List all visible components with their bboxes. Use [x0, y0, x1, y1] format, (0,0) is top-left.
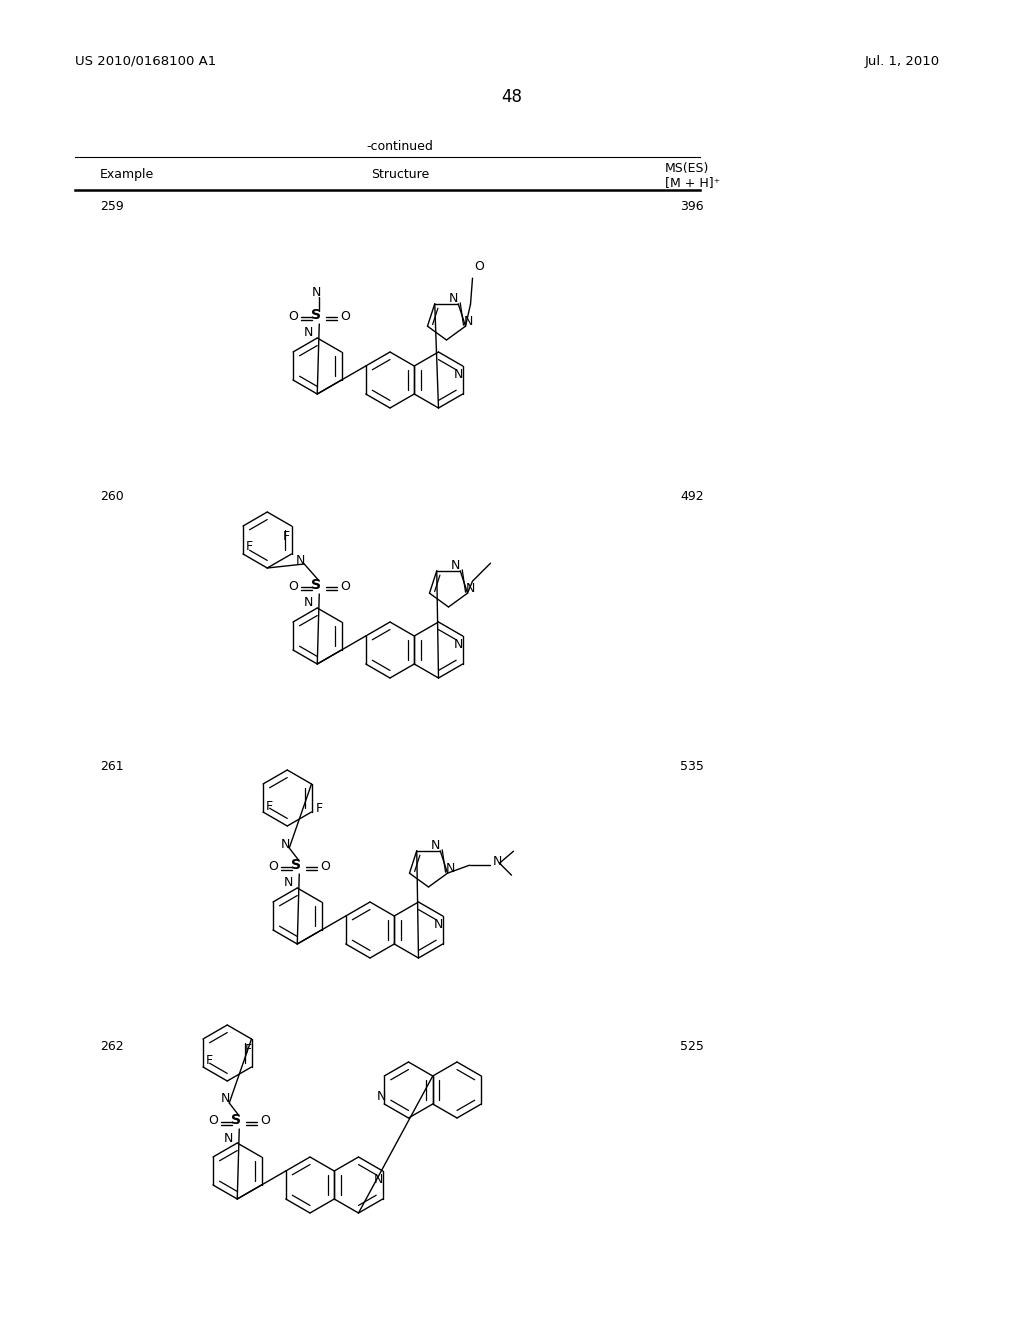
Text: 259: 259: [100, 201, 124, 213]
Text: O: O: [289, 309, 298, 322]
Text: O: O: [289, 579, 298, 593]
Text: N: N: [377, 1089, 386, 1102]
Text: N: N: [223, 1131, 232, 1144]
Text: F: F: [246, 540, 253, 553]
Text: F: F: [266, 800, 273, 813]
Text: US 2010/0168100 A1: US 2010/0168100 A1: [75, 55, 216, 69]
Text: O: O: [340, 579, 350, 593]
Text: N: N: [464, 314, 473, 327]
Text: S: S: [231, 1113, 242, 1127]
Text: 262: 262: [100, 1040, 124, 1053]
Text: N: N: [430, 840, 440, 853]
Text: Jul. 1, 2010: Jul. 1, 2010: [865, 55, 940, 69]
Text: Structure: Structure: [371, 168, 429, 181]
Text: 260: 260: [100, 490, 124, 503]
Text: N: N: [445, 862, 456, 875]
Text: 492: 492: [680, 490, 703, 503]
Text: N: N: [303, 597, 313, 610]
Text: 396: 396: [680, 201, 703, 213]
Text: F: F: [245, 1043, 252, 1056]
Text: 261: 261: [100, 760, 124, 774]
Text: O: O: [208, 1114, 218, 1127]
Text: 535: 535: [680, 760, 703, 774]
Text: N: N: [454, 638, 464, 651]
Text: S: S: [311, 578, 322, 591]
Text: N: N: [434, 917, 443, 931]
Text: 525: 525: [680, 1040, 703, 1053]
Text: N: N: [493, 854, 502, 867]
Text: N: N: [296, 553, 305, 566]
Text: N: N: [451, 560, 460, 573]
Text: [M + H]⁺: [M + H]⁺: [665, 176, 720, 189]
Text: N: N: [303, 326, 313, 339]
Text: 48: 48: [502, 88, 522, 106]
Text: F: F: [206, 1055, 213, 1068]
Text: F: F: [283, 531, 290, 543]
Text: N: N: [449, 292, 458, 305]
Text: O: O: [321, 859, 330, 873]
Text: N: N: [281, 837, 290, 850]
Text: N: N: [374, 1173, 383, 1185]
Text: O: O: [340, 309, 350, 322]
Text: F: F: [315, 803, 323, 816]
Text: -continued: -continued: [367, 140, 433, 153]
Text: N: N: [220, 1093, 230, 1106]
Text: N: N: [466, 582, 475, 595]
Text: O: O: [268, 859, 279, 873]
Text: N: N: [311, 285, 321, 298]
Text: N: N: [454, 368, 464, 381]
Text: N: N: [284, 876, 293, 890]
Text: Example: Example: [100, 168, 155, 181]
Text: S: S: [291, 858, 301, 873]
Text: O: O: [260, 1114, 270, 1127]
Text: MS(ES): MS(ES): [665, 162, 710, 176]
Text: S: S: [311, 308, 322, 322]
Text: O: O: [474, 260, 484, 273]
